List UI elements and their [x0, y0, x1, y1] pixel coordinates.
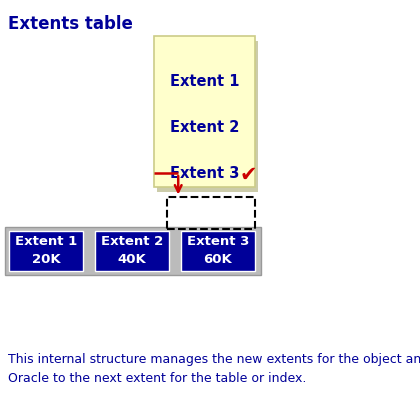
Bar: [5, 227, 261, 275]
Text: This internal structure manages the new extents for the object and directs
Oracl: This internal structure manages the new …: [8, 353, 420, 385]
Text: Extent 2
40K: Extent 2 40K: [101, 236, 163, 266]
Text: Extent 1: Extent 1: [170, 74, 240, 89]
Bar: [9, 231, 83, 271]
Bar: [154, 36, 255, 187]
Text: Extent 3: Extent 3: [170, 165, 239, 181]
Bar: [95, 231, 169, 271]
Text: Extent 1
20K: Extent 1 20K: [15, 236, 77, 266]
Text: Extent 2: Extent 2: [170, 120, 239, 135]
Text: ✔: ✔: [240, 165, 257, 185]
Text: Extents table: Extents table: [8, 15, 133, 33]
Bar: [158, 41, 258, 192]
Text: Extent 3
60K: Extent 3 60K: [186, 236, 249, 266]
Bar: [168, 197, 255, 229]
Bar: [181, 231, 255, 271]
